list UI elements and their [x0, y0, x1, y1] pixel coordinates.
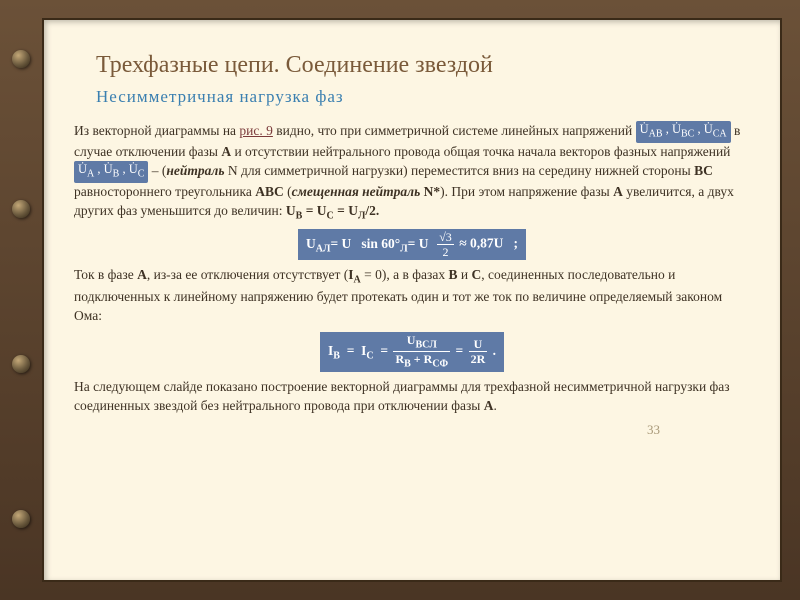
text: смещенная нейтраль: [292, 184, 424, 199]
text: А: [613, 184, 623, 199]
page-number: 33: [74, 422, 750, 438]
slide-title: Трехфазные цепи. Соединение звездой: [96, 52, 750, 79]
rivet: [12, 200, 30, 218]
text: и отсутствии нейтрального провода общая …: [231, 144, 730, 159]
text: Из векторной диаграммы на: [74, 123, 239, 138]
vector-box: U̇A , U̇B , U̇C: [74, 161, 148, 183]
slide-content: Трехфазные цепи. Соединение звездой Неси…: [42, 18, 782, 582]
formula-box: IB = IC = UBCЛRB + RCФ = U2R .: [320, 332, 504, 372]
text: АВС: [255, 184, 284, 199]
denominator: 2R: [471, 352, 486, 366]
text: (: [284, 184, 292, 199]
rivet: [12, 355, 30, 373]
paragraph-3: На следующем слайде показано построение …: [74, 378, 750, 416]
formula-box: UAЛ= U sin 60°Л= U √32 ≈ 0,87U ;: [298, 229, 526, 260]
text: ВС: [694, 163, 713, 178]
formula-2: IB = IC = UBCЛRB + RCФ = U2R .: [74, 332, 750, 372]
text: А: [221, 144, 231, 159]
text: = 0), а в фазах: [361, 267, 449, 282]
text: видно, что при симметричной системе лине…: [273, 123, 636, 138]
text: С: [471, 267, 481, 282]
text: А: [137, 267, 147, 282]
text: – (: [148, 163, 166, 178]
vector-box: U̇AB , U̇BC , U̇CA: [636, 121, 731, 143]
text: N*: [424, 184, 441, 199]
text: нейтраль: [166, 163, 224, 178]
text: , из-за ее отключения отсутствует (: [147, 267, 348, 282]
denominator: 2: [437, 245, 454, 258]
figure-link[interactable]: рис. 9: [239, 123, 272, 138]
numerator: U: [474, 337, 483, 351]
text: На следующем слайде показано построение …: [74, 379, 730, 413]
text: Ток в фазе: [74, 267, 137, 282]
numerator: √3: [437, 231, 454, 245]
text: N для симметричной нагрузки) переместитс…: [225, 163, 695, 178]
slide-subtitle: Несимметричная нагрузка фаз: [96, 87, 750, 107]
formula-1: UAЛ= U sin 60°Л= U √32 ≈ 0,87U ;: [74, 229, 750, 260]
text: и: [457, 267, 471, 282]
text: равностороннего треугольника: [74, 184, 255, 199]
paragraph-1: Из векторной диаграммы на рис. 9 видно, …: [74, 121, 750, 223]
rivet: [12, 510, 30, 528]
text: ). При этом напряжение фазы: [440, 184, 613, 199]
paragraph-2: Ток в фазе А, из-за ее отключения отсутс…: [74, 266, 750, 325]
text: А: [484, 398, 494, 413]
rivet: [12, 50, 30, 68]
slide-frame: ↶ Трехфазные цепи. Соединение звездой Не…: [0, 0, 800, 600]
